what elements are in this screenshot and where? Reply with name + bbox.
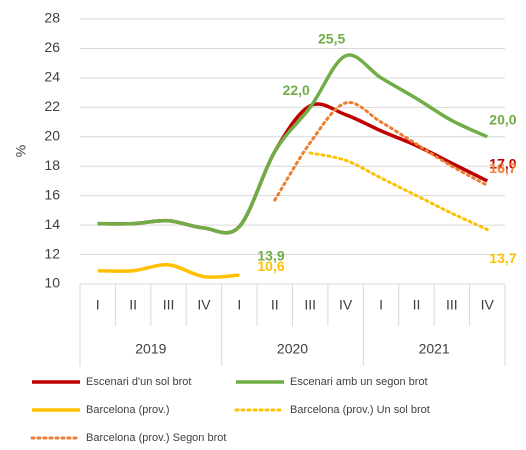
data-label: 10,6 [257,258,284,274]
y-tick-label: 28 [44,10,60,26]
x-group-label: 2019 [135,341,166,357]
data-label: 22,0 [283,82,310,98]
x-tick-label: III [304,297,316,313]
x-group-label: 2020 [277,341,308,357]
legend-label: Escenari amb un segon brot [290,376,428,388]
series-line [97,53,489,235]
x-tick-label: IV [197,297,211,313]
x-tick-label: II [129,297,137,313]
legend-label: Barcelona (prov.) Segon brot [86,432,226,444]
y-tick-label: 18 [44,157,60,173]
data-label: 25,5 [318,31,345,47]
x-tick-label: I [237,297,241,313]
y-tick-label: 16 [44,186,60,202]
legend-label: Escenari d'un sol brot [86,376,191,388]
x-tick-label: II [413,297,421,313]
series-line [273,100,489,202]
x-tick-label: II [271,297,279,313]
y-tick-label: 14 [44,216,60,232]
legend-label: Barcelona (prov.) Un sol brot [290,404,430,416]
x-tick-label: III [446,297,458,313]
series-line [97,263,240,279]
y-tick-label: 20 [44,127,60,143]
x-group-label: 2021 [419,341,450,357]
x-tick-label: I [379,297,383,313]
y-tick-label: 22 [44,98,60,114]
x-tick-label: I [96,297,100,313]
data-label: 13,7 [489,250,516,266]
legend-label: Barcelona (prov.) [86,404,170,416]
data-label: 17,0 [489,156,516,172]
y-axis-label: % [13,145,29,157]
x-tick-label: IV [339,297,353,313]
series-line [308,151,489,232]
data-label: 20,0 [489,111,516,127]
y-tick-label: 10 [44,275,60,291]
y-tick-label: 12 [44,245,60,261]
data-label: 13,9 [257,247,284,263]
x-tick-label: III [163,297,175,313]
y-tick-label: 24 [44,69,60,85]
x-tick-label: IV [481,297,495,313]
y-tick-label: 26 [44,39,60,55]
data-label: 16,7 [489,160,516,176]
